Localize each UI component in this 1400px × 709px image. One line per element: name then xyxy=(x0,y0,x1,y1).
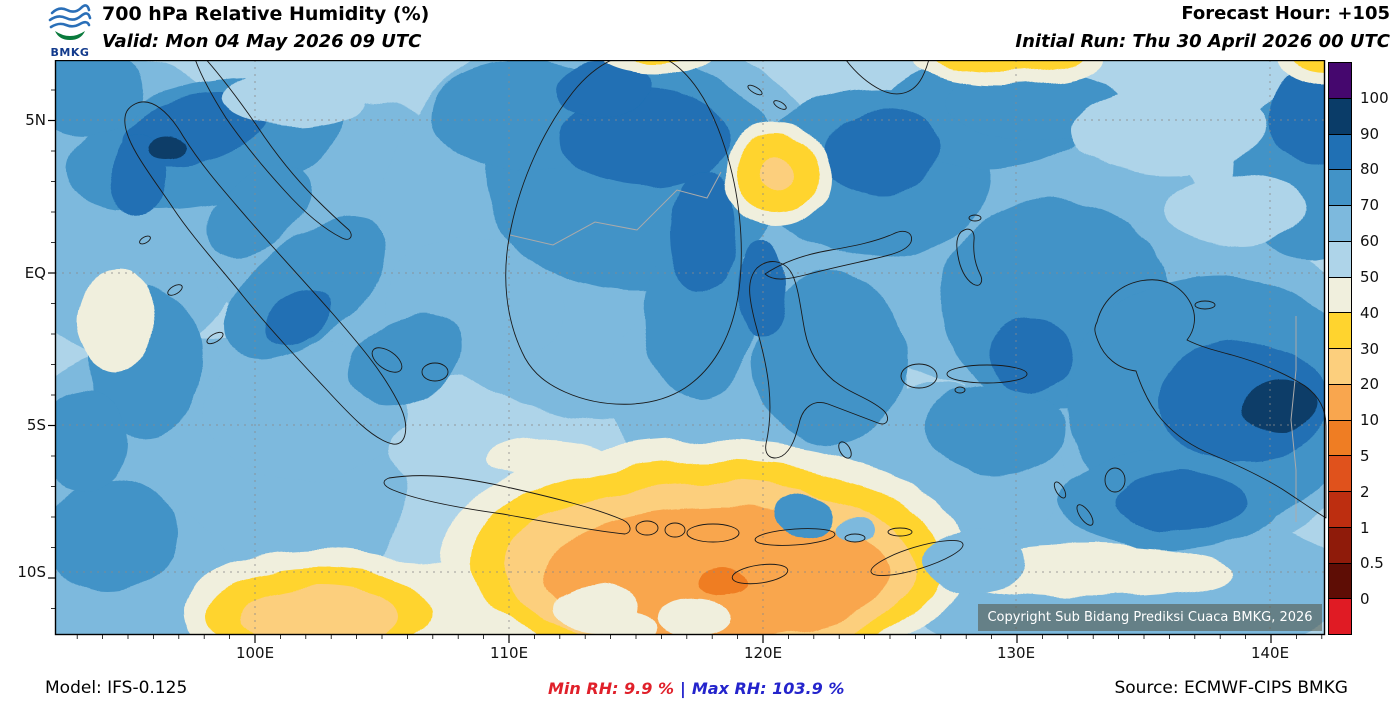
lon-label-120E: 120E xyxy=(743,644,783,662)
colorbar-tick-label: 0.5 xyxy=(1360,554,1384,573)
colorbar-tick-label: 20 xyxy=(1360,375,1380,394)
min-max-separator: | xyxy=(680,679,686,698)
axis-ticks xyxy=(48,89,1323,643)
colorbar-segment-1-2 xyxy=(1329,492,1351,528)
colorbar-tick-label: 50 xyxy=(1360,267,1380,286)
grid-lines xyxy=(55,60,1325,635)
colorbar-segment-0.5-1 xyxy=(1329,527,1351,564)
lat-label-5S: 5S xyxy=(26,416,46,434)
colorbar-segment-50-60 xyxy=(1329,241,1351,278)
colorbar-tick-label: 5 xyxy=(1360,446,1370,465)
lon-label-110E: 110E xyxy=(489,644,529,662)
colorbar-tick-label: 10 xyxy=(1360,411,1380,430)
colorbar-tick-label: 100 xyxy=(1360,88,1389,107)
model-text: Model: IFS-0.125 xyxy=(45,678,188,698)
lat-label-10S: 10S xyxy=(17,563,46,581)
colorbar xyxy=(1328,62,1352,635)
colorbar-tick-label: 2 xyxy=(1360,482,1370,501)
bmkg-logo: BMKG xyxy=(44,2,96,59)
colorbar-tick-label: 1 xyxy=(1360,518,1370,537)
colorbar-segment-10-20 xyxy=(1329,384,1351,421)
map-canvas xyxy=(48,60,1327,643)
source-text: Source: ECMWF-CIPS BMKG xyxy=(1114,678,1348,698)
coastlines xyxy=(124,60,1327,585)
colorbar-tick-label: 30 xyxy=(1360,339,1380,358)
lon-label-130E: 130E xyxy=(996,644,1036,662)
colorbar-segment-60-70 xyxy=(1329,206,1351,242)
lat-label-EQ: EQ xyxy=(24,264,46,282)
colorbar-segment-5-10 xyxy=(1329,420,1351,457)
colorbar-segment-under-0 xyxy=(1329,599,1351,634)
colorbar-segment-70-80 xyxy=(1329,170,1351,206)
min-rh-text: Min RH: 9.9 % xyxy=(548,679,674,698)
bmkg-logo-label: BMKG xyxy=(50,46,90,59)
colorbar-segment-20-30 xyxy=(1329,349,1351,385)
max-rh-text: Max RH: 103.9 % xyxy=(691,679,845,698)
colorbar-segment-40-50 xyxy=(1329,277,1351,314)
colorbar-tick-label: 60 xyxy=(1360,232,1380,251)
colorbar-tick-label: 0 xyxy=(1360,590,1370,609)
colorbar-segment-0-0.5 xyxy=(1329,563,1351,600)
bmkg-logo-icon xyxy=(48,4,92,40)
lon-label-140E: 140E xyxy=(1250,644,1290,662)
map-frame xyxy=(54,60,1326,636)
lat-label-5N: 5N xyxy=(25,111,46,129)
min-max-rh: Min RH: 9.9 % | Max RH: 103.9 % xyxy=(548,679,844,698)
colorbar-segment-30-40 xyxy=(1329,313,1351,349)
colorbar-tick-label: 80 xyxy=(1360,160,1380,179)
colorbar-segment-over-100 xyxy=(1329,63,1351,99)
valid-time-text: Valid: Mon 04 May 2026 09 UTC xyxy=(102,31,422,52)
country-borders xyxy=(509,171,1297,522)
colorbar-segment-2-5 xyxy=(1329,456,1351,492)
lon-label-100E: 100E xyxy=(235,644,275,662)
copyright-watermark: Copyright Sub Bidang Prediksi Cuaca BMKG… xyxy=(978,604,1322,631)
colorbar-segment-90-100 xyxy=(1329,98,1351,135)
colorbar-tick-label: 90 xyxy=(1360,124,1380,143)
colorbar-segment-80-90 xyxy=(1329,134,1351,171)
page-title: 700 hPa Relative Humidity (%) xyxy=(102,3,430,25)
colorbar-tick-label: 70 xyxy=(1360,196,1380,215)
forecast-hour-text: Forecast Hour: +105 xyxy=(1181,3,1390,24)
initial-run-text: Initial Run: Thu 30 April 2026 00 UTC xyxy=(1015,31,1390,52)
humidity-field xyxy=(55,60,1325,635)
colorbar-tick-label: 40 xyxy=(1360,303,1380,322)
